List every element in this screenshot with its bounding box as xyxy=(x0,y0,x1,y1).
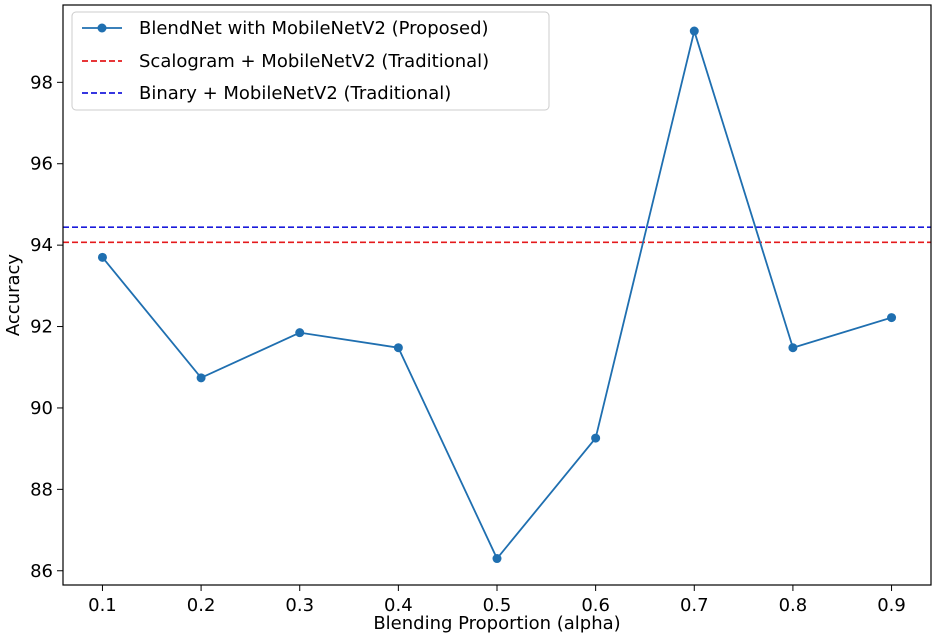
y-tick-label: 88 xyxy=(30,479,53,500)
proposed-series-points xyxy=(97,26,897,564)
x-tick-label: 0.2 xyxy=(187,595,216,616)
y-tick-label: 98 xyxy=(30,72,53,93)
data-point xyxy=(492,554,502,564)
data-point xyxy=(295,328,305,338)
x-axis-label: Blending Proportion (alpha) xyxy=(373,613,620,634)
y-tick-label: 86 xyxy=(30,561,53,582)
data-point xyxy=(689,26,699,36)
x-axis-ticks: 0.1 0.2 0.3 0.4 0.5 0.6 0.7 0.8 0.9 xyxy=(88,585,906,616)
y-axis-ticks: 86 88 90 92 94 96 98 xyxy=(30,72,63,582)
y-tick-label: 96 xyxy=(30,154,53,175)
data-point xyxy=(591,433,601,443)
reference-lines xyxy=(63,226,931,244)
legend-binary-label: Binary + MobileNetV2 (Traditional) xyxy=(139,83,451,104)
x-tick-label: 0.3 xyxy=(285,595,314,616)
data-point xyxy=(887,313,897,323)
data-point xyxy=(196,373,206,383)
x-tick-label: 0.6 xyxy=(581,595,610,616)
x-tick-label: 0.7 xyxy=(680,595,709,616)
x-tick-label: 0.1 xyxy=(88,595,117,616)
x-tick-label: 0.9 xyxy=(877,595,906,616)
y-tick-label: 94 xyxy=(30,235,53,256)
legend-scalogram-label: Scalogram + MobileNetV2 (Traditional) xyxy=(139,51,489,72)
data-point xyxy=(393,343,403,353)
data-point xyxy=(97,252,107,262)
legend-proposed-label: BlendNet with MobileNetV2 (Proposed) xyxy=(139,18,489,39)
legend-proposed-marker-icon xyxy=(97,23,107,33)
legend-box xyxy=(71,11,550,111)
y-tick-label: 92 xyxy=(30,317,53,338)
y-axis-label: Accuracy xyxy=(3,254,24,337)
x-tick-label: 0.5 xyxy=(483,595,512,616)
data-point xyxy=(788,343,798,353)
legend: BlendNet with MobileNetV2 (Proposed) Sca… xyxy=(71,11,550,111)
x-tick-label: 0.8 xyxy=(779,595,808,616)
x-tick-label: 0.4 xyxy=(384,595,413,616)
y-tick-label: 90 xyxy=(30,398,53,419)
